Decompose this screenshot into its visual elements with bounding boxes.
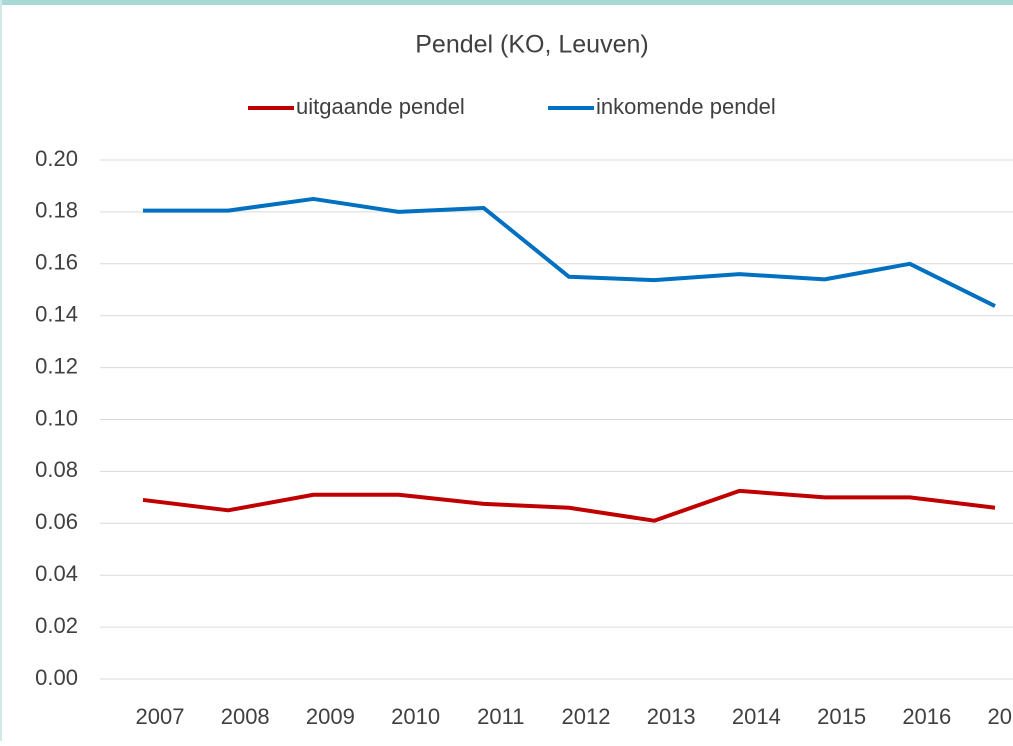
y-tick-label: 0.00 <box>35 665 78 690</box>
y-tick-label: 0.20 <box>35 146 78 171</box>
x-tick-label: 2016 <box>902 704 951 729</box>
x-tick-label: 2017 <box>988 704 1013 729</box>
x-tick-label: 2007 <box>136 704 185 729</box>
line-series <box>143 196 996 308</box>
y-tick-label: 0.12 <box>35 353 78 378</box>
x-tick-label: 2008 <box>221 704 270 729</box>
top-border <box>0 0 1013 5</box>
legend-label: inkomende pendel <box>596 94 776 119</box>
x-tick-label: 2010 <box>391 704 440 729</box>
y-tick-label: 0.06 <box>35 509 78 534</box>
y-tick-label: 0.02 <box>35 613 78 638</box>
left-border <box>0 0 2 741</box>
y-tick-label: 0.18 <box>35 198 78 223</box>
x-tick-label: 2012 <box>562 704 611 729</box>
x-tick-label: 2013 <box>647 704 696 729</box>
legend-label: uitgaande pendel <box>296 94 465 119</box>
x-tick-label: 2009 <box>306 704 355 729</box>
y-tick-label: 0.16 <box>35 250 78 275</box>
chart-title: Pendel (KO, Leuven) <box>415 31 648 59</box>
y-tick-label: 0.08 <box>35 457 78 482</box>
y-tick-label: 0.10 <box>35 405 78 430</box>
y-tick-label: 0.14 <box>35 302 78 327</box>
line-series <box>142 488 996 523</box>
y-tick-label: 0.04 <box>35 561 78 586</box>
x-tick-label: 2014 <box>732 704 781 729</box>
x-tick-label: 2015 <box>817 704 866 729</box>
x-tick-label: 2011 <box>477 704 524 729</box>
